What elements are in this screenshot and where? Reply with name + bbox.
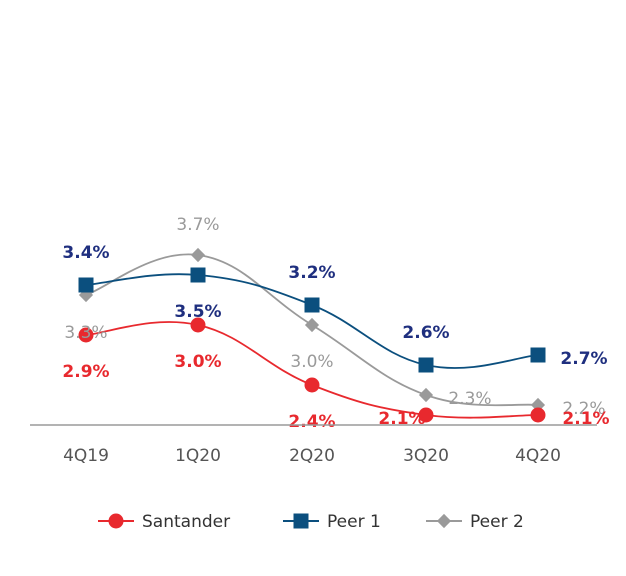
santander-marker bbox=[304, 377, 320, 393]
peer-2-data-label: 3.7% bbox=[176, 215, 219, 235]
peer-2-data-label: 2.3% bbox=[448, 389, 491, 409]
x-axis-ticks: 4Q19 1Q20 2Q20 3Q20 4Q20 bbox=[63, 446, 561, 466]
santander-data-label: 2.1% bbox=[562, 409, 609, 429]
peer-1-marker bbox=[190, 267, 206, 283]
x-tick-label: 4Q19 bbox=[63, 446, 109, 466]
x-tick-label: 4Q20 bbox=[515, 446, 561, 466]
peer-2-marker bbox=[190, 247, 206, 263]
santander-marker bbox=[418, 407, 434, 423]
peer-2-data-label: 2.2% bbox=[562, 399, 605, 419]
x-tick-label: 1Q20 bbox=[175, 446, 221, 466]
peer-1-marker bbox=[418, 357, 434, 373]
legend-label: Santander bbox=[142, 512, 230, 532]
legend-item-peer-2: Peer 2 bbox=[426, 512, 524, 532]
legend: Santander Peer 1 Peer 2 bbox=[98, 512, 524, 532]
x-tick-label: 2Q20 bbox=[289, 446, 335, 466]
peer-1-marker bbox=[530, 347, 546, 363]
santander-marker bbox=[530, 407, 546, 423]
peer-1-data-label: 3.2% bbox=[288, 263, 335, 283]
santander-data-label: 2.4% bbox=[288, 412, 335, 432]
peer-2-marker bbox=[418, 387, 434, 403]
legend-item-peer-1: Peer 1 bbox=[283, 512, 381, 532]
legend-marker bbox=[293, 513, 309, 529]
legend-marker bbox=[108, 513, 124, 529]
peer-2-marker bbox=[304, 317, 320, 333]
peer-2-data-label: 3.0% bbox=[290, 352, 333, 372]
legend-label: Peer 2 bbox=[470, 512, 524, 532]
peer-2-data-label: 3.3% bbox=[64, 323, 107, 343]
santander-data-label: 3.0% bbox=[174, 352, 221, 372]
peer-1-data-label: 2.7% bbox=[560, 349, 607, 369]
legend-marker bbox=[436, 513, 452, 529]
santander-marker bbox=[78, 327, 94, 343]
peer-1-data-label: 2.6% bbox=[402, 323, 449, 343]
peer-1-marker bbox=[78, 277, 94, 293]
legend-item-santander: Santander bbox=[98, 512, 230, 532]
santander-marker bbox=[190, 317, 206, 333]
series-markers bbox=[78, 247, 546, 423]
peer-1-data-label: 3.5% bbox=[174, 302, 221, 322]
legend-label: Peer 1 bbox=[327, 512, 381, 532]
peer-1-marker bbox=[304, 297, 320, 313]
x-tick-label: 3Q20 bbox=[403, 446, 449, 466]
santander-data-label: 2.1% bbox=[378, 409, 425, 429]
peer-1-data-label: 3.4% bbox=[62, 243, 109, 263]
data-labels: 3.3% 3.7% 3.0% 2.3% 2.2% 3.4% 3.5% 3.2% 2.6% 2.7%… bbox=[62, 215, 609, 432]
santander-data-label: 2.9% bbox=[62, 362, 109, 382]
